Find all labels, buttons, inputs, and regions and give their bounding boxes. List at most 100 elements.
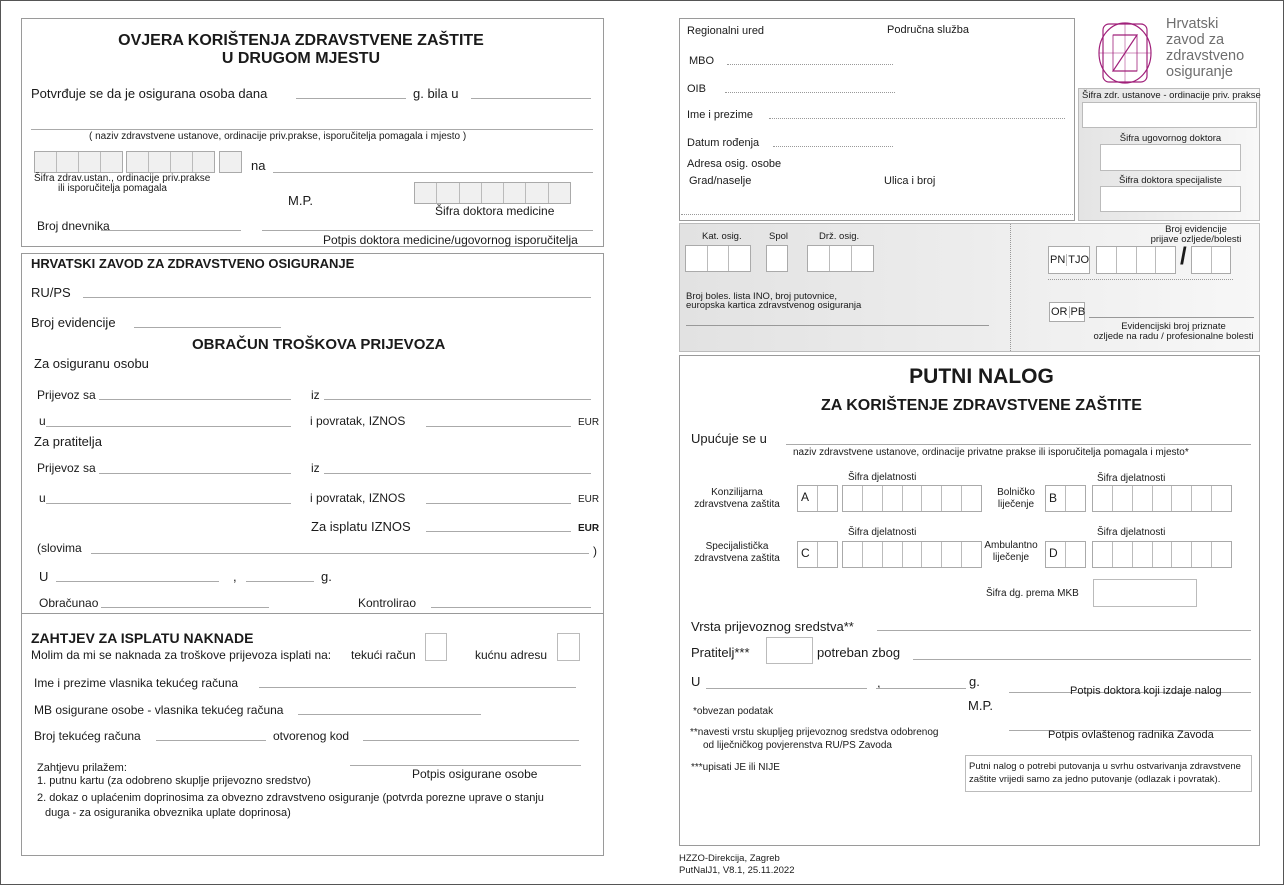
d-boxes[interactable]	[1045, 541, 1086, 568]
ev-priz-field[interactable]	[1089, 317, 1254, 318]
code-cell[interactable]	[1172, 486, 1193, 511]
iznos-field[interactable]	[426, 503, 571, 504]
sifra-ustanove-field[interactable]	[1082, 102, 1257, 128]
c-sifra-boxes[interactable]	[842, 541, 982, 568]
broj-boles-field[interactable]	[686, 325, 989, 326]
iz-field[interactable]	[324, 473, 591, 474]
iznos-field[interactable]	[426, 426, 571, 427]
code-cell[interactable]	[1046, 486, 1066, 511]
code-cell[interactable]	[1097, 247, 1117, 273]
c-boxes[interactable]	[797, 541, 838, 568]
code-cell[interactable]	[1117, 247, 1137, 273]
code-cell[interactable]	[35, 152, 57, 172]
doctor-code-boxes[interactable]	[414, 182, 571, 204]
code-cell[interactable]	[1153, 486, 1173, 511]
drz-boxes[interactable]	[807, 245, 874, 272]
obracunao-field[interactable]	[101, 607, 269, 608]
code-cell[interactable]	[1066, 486, 1085, 511]
code-cell[interactable]	[549, 183, 570, 203]
code-cell[interactable]	[1066, 542, 1085, 567]
kucnu-checkbox[interactable]	[557, 633, 580, 661]
prijevoz-sa-field[interactable]	[99, 473, 291, 474]
datum-field[interactable]	[773, 146, 893, 147]
code-cell[interactable]	[903, 542, 923, 567]
date-field[interactable]	[876, 688, 966, 689]
broj-evidencije-field[interactable]	[134, 327, 281, 328]
code-cell[interactable]	[818, 486, 837, 511]
code-cell[interactable]	[843, 542, 863, 567]
institution-code-boxes[interactable]	[126, 151, 215, 173]
code-cell[interactable]	[942, 486, 963, 511]
code-cell[interactable]	[767, 246, 787, 271]
code-cell[interactable]	[1046, 542, 1066, 567]
code-cell[interactable]	[883, 542, 903, 567]
sifra-ugovornog-field[interactable]	[1100, 144, 1241, 171]
code-cell[interactable]	[460, 183, 482, 203]
code-cell[interactable]	[504, 183, 527, 203]
code-cell[interactable]	[962, 542, 981, 567]
code-cell[interactable]	[1133, 486, 1153, 511]
code-cell[interactable]	[808, 246, 830, 271]
code-cell[interactable]	[1156, 247, 1175, 273]
broj-dnevnika-field[interactable]	[101, 230, 241, 231]
code-cell[interactable]	[922, 542, 943, 567]
code-cell[interactable]	[1212, 542, 1231, 567]
code-cell[interactable]	[1093, 542, 1113, 567]
code-cell[interactable]	[1212, 486, 1231, 511]
code-cell[interactable]	[482, 183, 505, 203]
na-field[interactable]	[273, 172, 593, 173]
place-field[interactable]	[56, 581, 219, 582]
mbo-field[interactable]	[727, 64, 893, 65]
code-cell[interactable]	[127, 152, 149, 172]
mkb-field[interactable]	[1093, 579, 1197, 607]
evidence-year-boxes[interactable]	[1191, 246, 1231, 274]
code-cell[interactable]	[942, 542, 963, 567]
code-cell[interactable]	[1133, 542, 1153, 567]
code-cell[interactable]	[526, 183, 549, 203]
code-cell[interactable]	[798, 542, 818, 567]
institution-code-box[interactable]	[219, 151, 242, 173]
a-boxes[interactable]	[797, 485, 838, 512]
code-cell[interactable]	[798, 486, 818, 511]
code-cell[interactable]	[415, 183, 438, 203]
place-field[interactable]	[471, 98, 591, 99]
date-field[interactable]	[296, 98, 406, 99]
code-cell[interactable]	[1113, 486, 1133, 511]
mb-field[interactable]	[298, 714, 481, 715]
upucuje-field[interactable]	[786, 444, 1251, 445]
code-cell[interactable]	[830, 246, 852, 271]
code-cell[interactable]	[883, 486, 903, 511]
a-sifra-boxes[interactable]	[842, 485, 982, 512]
vrsta-field[interactable]	[877, 630, 1251, 631]
code-cell[interactable]	[1093, 486, 1113, 511]
b-boxes[interactable]	[1045, 485, 1086, 512]
code-cell[interactable]	[1192, 486, 1213, 511]
pratitelj-field[interactable]	[766, 637, 813, 664]
potreban-field[interactable]	[913, 659, 1251, 660]
code-cell[interactable]	[1137, 247, 1157, 273]
u-field[interactable]	[46, 503, 291, 504]
oib-field[interactable]	[725, 92, 895, 93]
institution-field[interactable]	[31, 129, 593, 130]
code-cell[interactable]	[1192, 247, 1212, 273]
code-cell[interactable]	[863, 542, 883, 567]
ime-vlasnika-field[interactable]	[259, 687, 576, 688]
code-cell[interactable]	[852, 246, 873, 271]
ime-field[interactable]	[769, 118, 1065, 119]
iz-field[interactable]	[324, 399, 591, 400]
code-cell[interactable]	[686, 246, 708, 271]
code-cell[interactable]	[729, 246, 750, 271]
otvorenog-field[interactable]	[363, 740, 579, 741]
u-field[interactable]	[46, 426, 291, 427]
code-cell[interactable]	[922, 486, 943, 511]
code-cell[interactable]	[79, 152, 101, 172]
za-isplatu-field[interactable]	[426, 531, 571, 532]
code-cell[interactable]	[903, 486, 923, 511]
kontrolirao-field[interactable]	[431, 607, 591, 608]
code-cell[interactable]	[1113, 542, 1133, 567]
code-cell[interactable]	[843, 486, 863, 511]
kat-boxes[interactable]	[685, 245, 751, 272]
code-cell[interactable]	[708, 246, 730, 271]
code-cell[interactable]	[193, 152, 214, 172]
b-sifra-boxes[interactable]	[1092, 485, 1232, 512]
